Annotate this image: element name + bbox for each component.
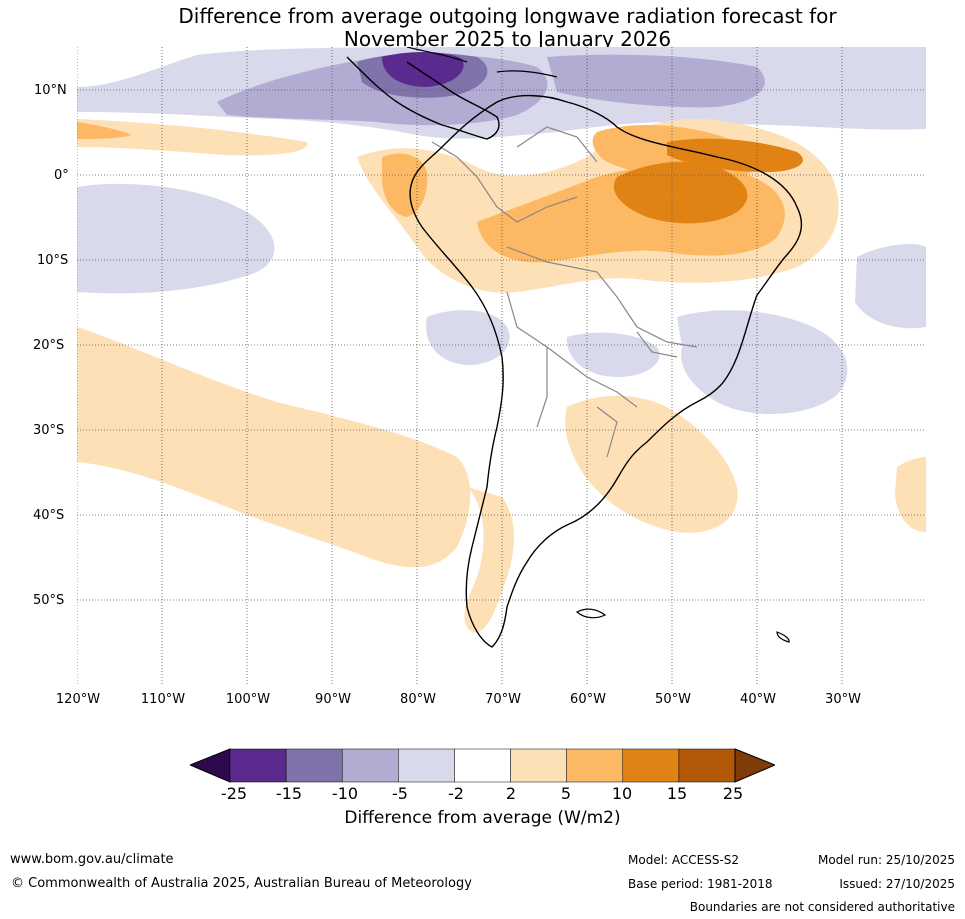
colorbar-box-0: [229, 748, 287, 783]
legend-tick-4: -2: [448, 784, 464, 803]
anomaly-region-light-purple-far-east: [855, 244, 926, 329]
colorbar-box-7: [622, 748, 680, 783]
colorbar-box-5: [510, 748, 567, 783]
lon-label-30w: 30°W: [825, 692, 861, 707]
legend-tick-0: -25: [220, 784, 248, 803]
coastline-south-america: [409, 94, 803, 648]
lon-label-120w: 120°W: [55, 692, 101, 707]
anomaly-region-orange-andes: [382, 153, 428, 217]
colorbar-extend-high: [734, 748, 775, 783]
footer-issued: Issued: 27/10/2025: [839, 877, 955, 891]
lon-label-100w: 100°W: [225, 692, 271, 707]
title-line-2: November 2025 to January 2026: [343, 27, 672, 51]
footer-model: Model: ACCESS-S2: [628, 853, 740, 867]
lon-label-40w: 40°W: [740, 692, 776, 707]
anomaly-region-orange-north-pacific: [77, 122, 132, 139]
legend-tick-1: -15: [275, 784, 303, 803]
anomaly-region-light-orange-east: [895, 457, 926, 532]
colorbar-box-8: [678, 748, 736, 783]
anomaly-region-light-purple-east-pacific: [77, 183, 275, 294]
legend-tick-2: -10: [331, 784, 359, 803]
title-line-1: Difference from average outgoing longwav…: [178, 4, 837, 28]
lon-label-50w: 50°W: [655, 692, 691, 707]
chart-title: Difference from average outgoing longwav…: [0, 5, 965, 51]
legend-tick-6: 5: [560, 784, 572, 803]
anomaly-region-light-purple-bolivia: [566, 332, 660, 377]
lat-label-10s: 10°S: [37, 253, 69, 268]
legend-tick-9: 25: [722, 784, 744, 803]
anomaly-region-dark-orange-core: [613, 161, 748, 224]
legend-tick-7: 10: [611, 784, 633, 803]
lat-label-10n: 10°N: [34, 83, 67, 98]
anomaly-region-darkest-purple: [382, 51, 464, 87]
map-frame: [77, 47, 926, 685]
lat-label-30s: 30°S: [33, 423, 65, 438]
footer-copyright: © Commonwealth of Australia 2025, Austra…: [11, 876, 472, 891]
coastline-falklands: [575, 608, 607, 619]
lat-label-20s: 20°S: [33, 338, 65, 353]
footer-website[interactable]: www.bom.gov.au/climate: [10, 852, 174, 867]
lon-label-70w: 70°W: [485, 692, 521, 707]
coastline-south-georgia: [776, 631, 790, 643]
lon-label-60w: 60°W: [570, 692, 606, 707]
lon-label-90w: 90°W: [315, 692, 351, 707]
lon-label-110w: 110°W: [140, 692, 186, 707]
country-borders: [431, 126, 698, 458]
coastline-central-america: [346, 56, 500, 140]
footer-model-run: Model run: 25/10/2025: [817, 853, 955, 867]
colorbar-box-1: [285, 748, 343, 783]
colorbar-box-4: [454, 748, 511, 783]
colorbar-box-2: [341, 748, 399, 783]
legend-title: Difference from average (W/m2): [344, 808, 621, 828]
anomaly-map: [77, 47, 926, 685]
colorbar-segments: [190, 748, 775, 783]
anomaly-region-purple-caribbean: [547, 54, 765, 108]
lat-label-0: 0°: [54, 168, 69, 183]
legend-tick-5: 2: [505, 784, 517, 803]
colorbar-extend-low: [190, 748, 231, 783]
colorbar-box-3: [398, 748, 455, 783]
coastline-caribbean: [406, 47, 558, 78]
anomaly-region-light-orange-patagonia: [464, 487, 514, 633]
lat-label-40s: 40°S: [33, 508, 65, 523]
graticule: [77, 47, 926, 685]
anomaly-region-light-orange-north-pacific: [77, 119, 308, 156]
anomaly-region-light-purple-chile-coast: [426, 310, 510, 365]
anomaly-region-light-orange-south-atlantic: [565, 395, 738, 533]
lat-label-50s: 50°S: [33, 593, 65, 608]
anomaly-region-light-orange-pacific-south: [77, 327, 471, 568]
colorbar-box-6: [566, 748, 624, 783]
footer-disclaimer: Boundaries are not considered authoritat…: [689, 900, 955, 914]
legend-tick-8: 15: [666, 784, 688, 803]
colorbar: [190, 748, 775, 783]
lon-label-80w: 80°W: [400, 692, 436, 707]
anomaly-region-dark-orange-guiana: [667, 138, 803, 172]
footer-base-period: Base period: 1981-2018: [628, 877, 773, 891]
anomaly-region-light-purple-south-atlantic: [677, 310, 848, 414]
legend-tick-3: -5: [392, 784, 408, 803]
